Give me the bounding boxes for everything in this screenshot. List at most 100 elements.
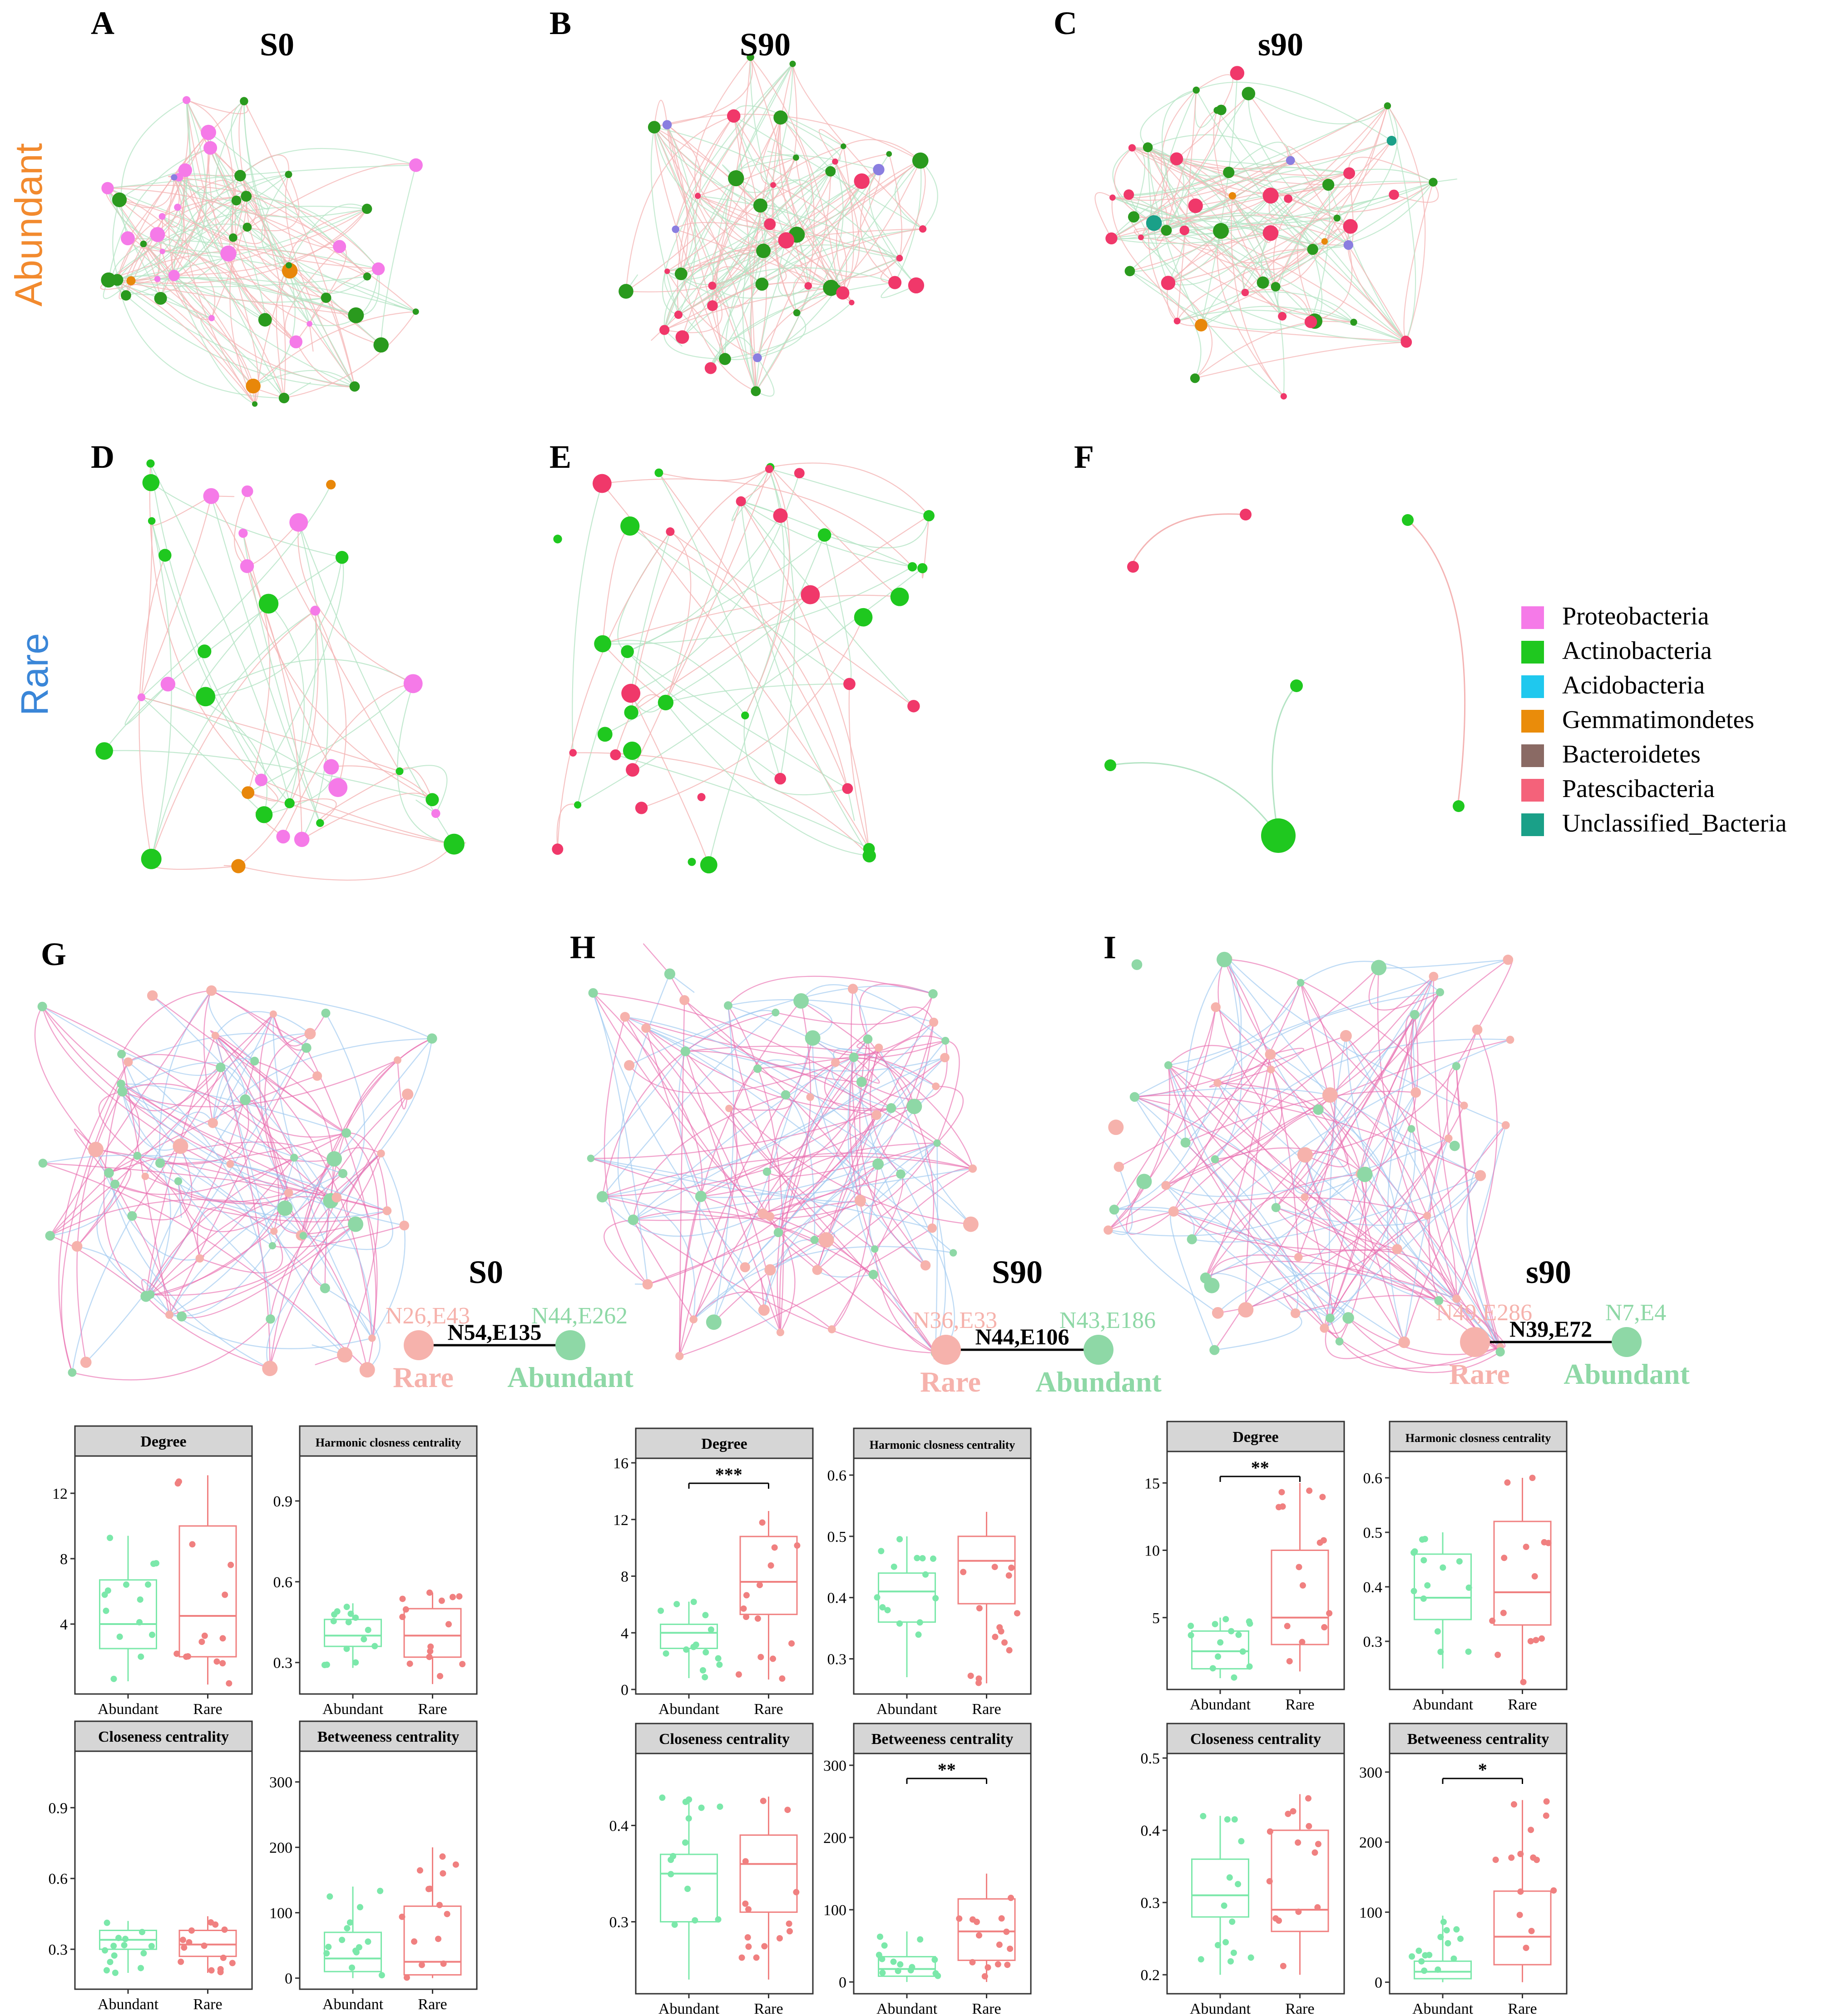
network-edge xyxy=(665,702,870,857)
cooccurrence-node xyxy=(177,1311,187,1322)
cooccurrence-node xyxy=(675,1352,684,1361)
jitter-point xyxy=(1295,1839,1301,1846)
network-edge xyxy=(744,469,785,716)
cooccurrence-edge xyxy=(159,990,212,1164)
panel-letter-G: G xyxy=(41,936,66,972)
network-node xyxy=(697,793,706,802)
panel-letter-A: A xyxy=(91,5,114,41)
network-edge xyxy=(173,275,355,387)
cooccurrence-edge xyxy=(269,1094,408,1369)
network-edge xyxy=(131,280,285,399)
network-node xyxy=(1105,232,1118,245)
network-node xyxy=(159,248,165,254)
cooccurrence-node xyxy=(872,1158,884,1170)
cooccurrence-node xyxy=(1423,1212,1431,1220)
network-edge xyxy=(1200,73,1238,326)
cooccurrence-edge xyxy=(602,1012,776,1197)
cooccurrence-edge xyxy=(109,1075,317,1174)
plot-frame xyxy=(1389,1753,1568,1995)
network-edge xyxy=(381,165,416,345)
network-edge xyxy=(168,147,211,276)
jitter-point xyxy=(1296,1564,1302,1570)
cooccurrence-node xyxy=(110,1179,120,1189)
network-title-S0: S0 xyxy=(260,26,294,63)
cooccurrence-edge xyxy=(1205,1174,1365,1278)
network-edge xyxy=(848,684,870,849)
cooccurrence-node xyxy=(312,1071,322,1081)
jitter-point xyxy=(181,1944,188,1951)
cooccurrence-edge xyxy=(264,1033,311,1193)
network-node xyxy=(1402,514,1414,526)
cooccurrence-edge xyxy=(1113,1209,1218,1313)
network-edge xyxy=(1195,342,1406,379)
jitter-point xyxy=(975,1675,982,1682)
cooccurrence-node xyxy=(1392,1244,1402,1254)
cooccurrence-node xyxy=(941,1036,950,1045)
cooccurrence-edge xyxy=(1173,982,1301,1212)
cooccurrence-edge xyxy=(1217,967,1379,1084)
y-tick-label: 100 xyxy=(269,1905,292,1922)
jitter-point xyxy=(715,1916,722,1923)
network-edge xyxy=(238,610,319,867)
network-edge xyxy=(1231,196,1284,397)
network-edge xyxy=(1111,182,1434,239)
jitter-point xyxy=(874,1594,881,1601)
jitter-point xyxy=(189,1541,196,1548)
cooccurrence-node xyxy=(1294,1253,1303,1262)
network-node xyxy=(674,267,688,280)
network-edge xyxy=(1111,160,1291,239)
jitter-point xyxy=(757,1654,764,1660)
network-edge xyxy=(143,216,183,254)
network-edge xyxy=(151,520,172,859)
cooccurrence-node xyxy=(1213,1079,1222,1087)
network-node xyxy=(764,218,776,230)
network-edge xyxy=(602,525,630,644)
network-edge xyxy=(675,115,734,230)
network-node xyxy=(284,798,295,808)
cooccurrence-edge xyxy=(1324,992,1441,1328)
network-node xyxy=(917,563,928,574)
y-tick-label: 0 xyxy=(839,1974,846,1991)
cooccurrence-node xyxy=(38,1159,48,1168)
jitter-point xyxy=(699,1667,706,1674)
jitter-point xyxy=(1517,1851,1524,1857)
network-edge xyxy=(107,188,233,238)
y-tick-label: 0.2 xyxy=(1141,1967,1160,1984)
network-edge xyxy=(650,127,679,315)
network-edge xyxy=(120,99,187,239)
jitter-point xyxy=(1001,1639,1008,1646)
jitter-point xyxy=(343,1645,350,1652)
jitter-point xyxy=(1299,1582,1306,1589)
jitter-point xyxy=(1314,1904,1321,1911)
plot-frame xyxy=(853,1753,1032,1995)
jitter-point xyxy=(406,1660,413,1667)
cooccurrence-edge xyxy=(1185,958,1242,1143)
cooccurrence-edge xyxy=(701,1164,878,1198)
cooccurrence-edge xyxy=(757,1040,945,1070)
x-tick-label: Abundant xyxy=(98,1701,159,1718)
jitter-point xyxy=(1239,1648,1246,1655)
y-tick-label: 4 xyxy=(60,1616,68,1633)
jitter-point xyxy=(1489,1617,1496,1624)
cooccurrence-edge xyxy=(1168,982,1301,1066)
facet-title: Harmonic closness centrality xyxy=(870,1438,1015,1451)
jitter-point xyxy=(985,1964,991,1971)
y-tick-label: 0.4 xyxy=(1141,1823,1160,1839)
cooccurrence-edge xyxy=(867,1039,935,1228)
network-edge xyxy=(667,57,753,125)
network-edge xyxy=(233,163,416,238)
cooccurrence-edge xyxy=(150,1197,337,1296)
network-node xyxy=(659,325,670,335)
cooccurrence-edge xyxy=(315,1354,345,1365)
jitter-point xyxy=(343,1604,350,1610)
network-edge xyxy=(149,463,262,781)
network-edge xyxy=(1147,147,1311,322)
jitter-point xyxy=(1235,1631,1242,1638)
network-edge xyxy=(289,798,337,824)
cooccurrence-edge xyxy=(874,1168,973,1250)
box xyxy=(739,1834,798,1913)
network-node xyxy=(888,276,902,289)
cooccurrence-edge xyxy=(628,1056,854,1094)
cooccurrence-node xyxy=(806,1093,814,1101)
legend-swatch xyxy=(1521,779,1544,802)
